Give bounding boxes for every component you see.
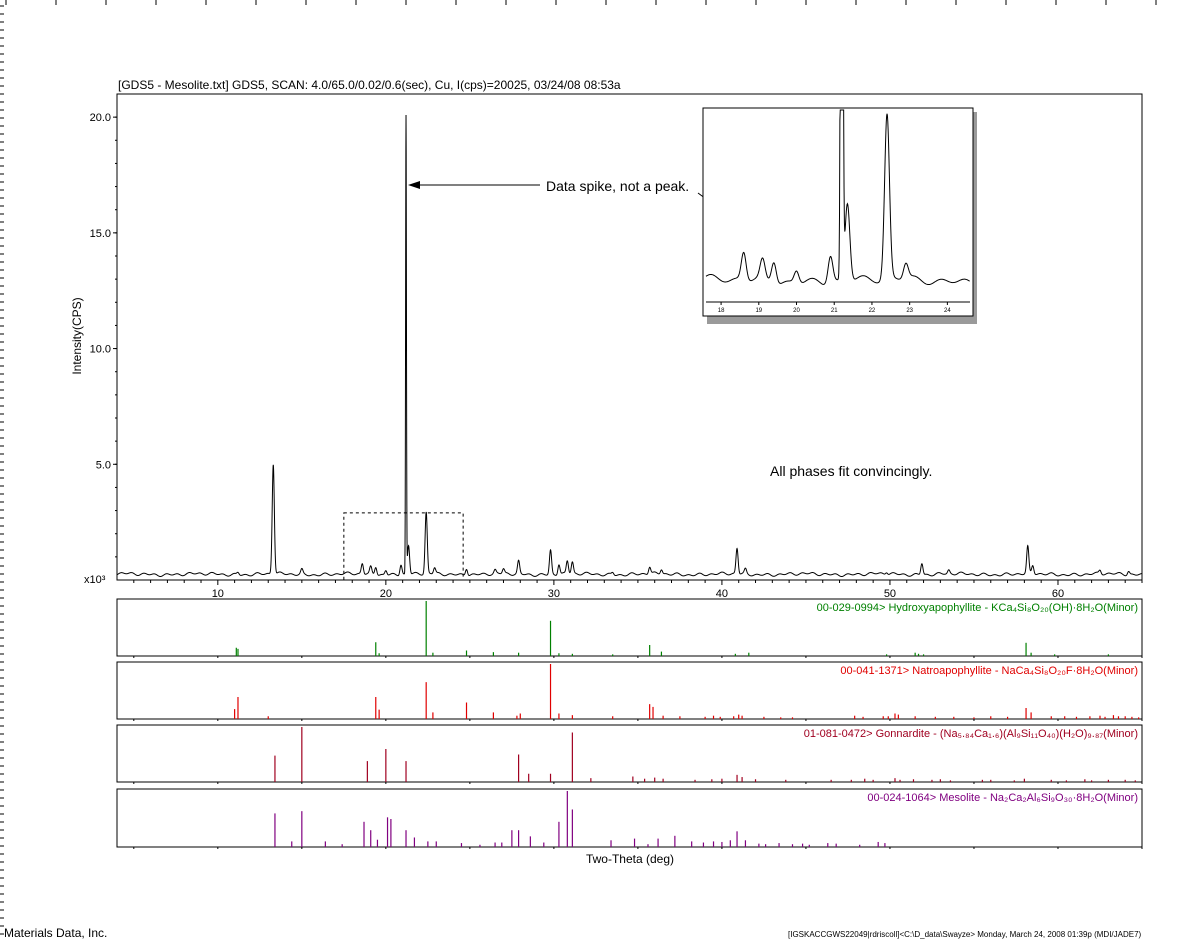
spike-note: Data spike, not a peak. [546, 178, 689, 194]
y-multiplier-label: x10³ [84, 574, 106, 586]
spike-arrow-head [408, 181, 420, 189]
y-tick-label: 10.0 [90, 344, 111, 356]
x-tick-label: 60 [1052, 588, 1064, 600]
reference-label: 00-024-1064> Mesolite - Na₂Ca₂Al₆Si₉O₃₀·… [867, 792, 1138, 804]
y-ticks: 5.0 10.0 15.0 20.0 [90, 112, 117, 558]
x-tick-label: 30 [548, 588, 560, 600]
reference-panel-frame [116, 661, 1143, 720]
inset-x-tick-label: 24 [944, 308, 951, 314]
reference-panel-frame [116, 724, 1143, 783]
session-info: [IGSKACCGWS22049|rdriscoll]<C:\D_data\Sw… [788, 930, 1142, 939]
x-ticks: 10 20 30 40 50 60 [133, 580, 1143, 600]
plot-frame [116, 93, 1143, 581]
y-tick-label: 15.0 [90, 228, 111, 240]
fit-note: All phases fit convincingly. [770, 463, 932, 479]
inset-x-tick-label: 22 [869, 308, 876, 314]
reference-panel-frame [116, 598, 1143, 657]
company-name: Materials Data, Inc. [4, 926, 108, 940]
reference-panel: 00-041-1371> Natroapophyllite - NaCa₄Si₈… [116, 661, 1143, 721]
x-tick-label: 40 [716, 588, 728, 600]
inset-pattern-line [705, 109, 970, 286]
reference-label: 00-029-0994> Hydroxyapophyllite - KCa₄Si… [817, 602, 1138, 614]
reference-panel: 01-081-0472> Gonnardite - (Na₅.₈₄Ca₁.₆)(… [116, 724, 1143, 784]
inset-x-tick-label: 18 [718, 308, 725, 314]
x-tick-label: 10 [212, 588, 224, 600]
chart-header: [GDS5 - Mesolite.txt] GDS5, SCAN: 4.0/65… [118, 78, 621, 92]
main-plot: 5.0 10.0 15.0 20.0 10 20 30 40 50 60 x10³ Data s… [84, 93, 1143, 600]
inset-frame [702, 107, 974, 317]
x-axis-label: Two-Theta (deg) [585, 852, 675, 866]
reference-label: 01-081-0472> Gonnardite - (Na₅.₈₄Ca₁.₆)(… [804, 728, 1138, 740]
y-tick-label: 20.0 [90, 112, 111, 124]
zoom-region-box [343, 512, 464, 581]
inset-x-tick-label: 21 [831, 308, 838, 314]
inset-x-ticks: 18 19 20 21 22 23 24 [718, 302, 951, 314]
inset-x-tick-label: 20 [793, 308, 800, 314]
inset-x-tick-label: 19 [755, 308, 762, 314]
y-tick-label: 5.0 [96, 459, 111, 471]
reference-panel-frame [116, 788, 1143, 848]
x-tick-label: 20 [380, 588, 392, 600]
reference-panel: 00-024-1064> Mesolite - Na₂Ca₂Al₆Si₉O₃₀·… [116, 788, 1143, 849]
reference-panels: 00-029-0994> Hydroxyapophyllite - KCa₄Si… [116, 598, 1143, 849]
diffraction-pattern-line [116, 115, 1142, 578]
inset-x-tick-label: 23 [906, 308, 913, 314]
reference-label: 00-041-1371> Natroapophyllite - NaCa₄Si₈… [840, 665, 1138, 677]
reference-panel: 00-029-0994> Hydroxyapophyllite - KCa₄Si… [116, 598, 1143, 658]
inset-zoom-plot: 18 19 20 21 22 23 24 [702, 107, 977, 324]
page-rulers [0, 0, 1157, 935]
x-tick-label: 50 [884, 588, 896, 600]
